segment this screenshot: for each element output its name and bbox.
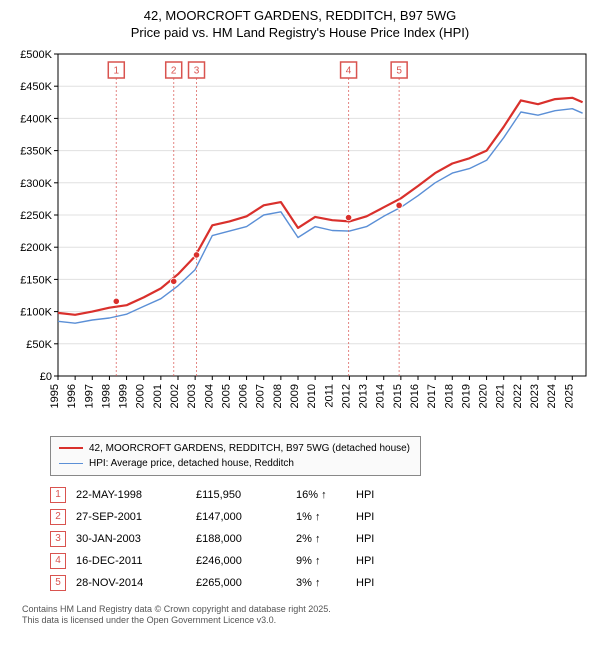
legend-item-1: 42, MOORCROFT GARDENS, REDDITCH, B97 5WG…: [59, 441, 410, 456]
svg-text:2014: 2014: [375, 384, 387, 408]
container: 42, MOORCROFT GARDENS, REDDITCH, B97 5WG…: [0, 0, 600, 637]
transaction-date: 22-MAY-1998: [76, 484, 196, 506]
up-arrow-icon: ↑: [315, 577, 321, 589]
transaction-pct: 9% ↑: [296, 550, 356, 572]
svg-text:1995: 1995: [49, 384, 61, 408]
transaction-row: 3 30-JAN-2003£188,0002% ↑HPI: [50, 528, 384, 550]
transactions-table: 122-MAY-1998£115,95016% ↑HPI227-SEP-2001…: [50, 484, 384, 594]
title-line-2: Price paid vs. HM Land Registry's House …: [131, 25, 469, 40]
svg-text:2008: 2008: [272, 384, 284, 408]
legend: 42, MOORCROFT GARDENS, REDDITCH, B97 5WG…: [50, 436, 421, 476]
svg-text:2025: 2025: [563, 384, 575, 408]
svg-text:£350K: £350K: [20, 145, 52, 157]
chart: £0 £50K £100K £150K £200K £250K £300K £350K £400…: [10, 48, 590, 428]
up-arrow-icon: ↑: [315, 511, 321, 523]
transaction-marker: 4: [50, 553, 66, 569]
title-line-1: 42, MOORCROFT GARDENS, REDDITCH, B97 5WG: [144, 8, 457, 23]
transaction-row: 1 22-MAY-1998£115,95016% ↑HPI: [50, 484, 384, 506]
legend-swatch-2: [59, 463, 83, 464]
svg-text:£500K: £500K: [20, 49, 52, 61]
transaction-date: 16-DEC-2011: [76, 550, 196, 572]
transaction-price: £147,000: [196, 506, 296, 528]
transaction-price: £246,000: [196, 550, 296, 572]
svg-text:1: 1: [114, 65, 120, 76]
transaction-vs: HPI: [356, 572, 384, 594]
svg-text:2015: 2015: [392, 384, 404, 408]
svg-text:1999: 1999: [118, 384, 130, 408]
svg-text:2005: 2005: [220, 384, 232, 408]
up-arrow-icon: ↑: [315, 555, 321, 567]
transaction-pct: 16% ↑: [296, 484, 356, 506]
svg-text:2004: 2004: [203, 384, 215, 408]
chart-title: 42, MOORCROFT GARDENS, REDDITCH, B97 5WG…: [10, 8, 590, 42]
transaction-pct: 1% ↑: [296, 506, 356, 528]
svg-text:4: 4: [346, 65, 352, 76]
svg-text:2009: 2009: [289, 384, 301, 408]
transaction-price: £115,950: [196, 484, 296, 506]
svg-text:2001: 2001: [152, 384, 164, 408]
transaction-vs: HPI: [356, 528, 384, 550]
chart-svg: £0 £50K £100K £150K £200K £250K £300K £350K £400…: [10, 48, 590, 428]
svg-text:2022: 2022: [512, 384, 524, 408]
svg-text:£450K: £450K: [20, 81, 52, 93]
transaction-date: 30-JAN-2003: [76, 528, 196, 550]
transaction-price: £265,000: [196, 572, 296, 594]
footer-line-1: Contains HM Land Registry data © Crown c…: [22, 604, 331, 614]
transaction-marker: 1: [50, 487, 66, 503]
svg-text:2017: 2017: [426, 384, 438, 408]
svg-text:1996: 1996: [66, 384, 78, 408]
svg-text:2019: 2019: [460, 384, 472, 408]
svg-text:2021: 2021: [495, 384, 507, 408]
transaction-marker: 5: [50, 575, 66, 591]
transaction-row: 2 27-SEP-2001£147,0001% ↑HPI: [50, 506, 384, 528]
legend-label-2: HPI: Average price, detached house, Redd…: [89, 456, 294, 471]
svg-text:2006: 2006: [238, 384, 250, 408]
svg-text:2023: 2023: [529, 384, 541, 408]
footer: Contains HM Land Registry data © Crown c…: [22, 604, 578, 627]
svg-text:£50K: £50K: [26, 339, 52, 351]
legend-swatch-1: [59, 447, 83, 449]
svg-text:2016: 2016: [409, 384, 421, 408]
transaction-row: 4 16-DEC-2011£246,0009% ↑HPI: [50, 550, 384, 572]
svg-text:£250K: £250K: [20, 210, 52, 222]
svg-text:£300K: £300K: [20, 178, 52, 190]
svg-text:2011: 2011: [323, 384, 335, 408]
svg-text:2024: 2024: [546, 384, 558, 408]
svg-text:2: 2: [171, 65, 177, 76]
svg-text:5: 5: [396, 65, 402, 76]
transaction-date: 27-SEP-2001: [76, 506, 196, 528]
transaction-marker: 2: [50, 509, 66, 525]
transaction-pct: 2% ↑: [296, 528, 356, 550]
svg-text:3: 3: [194, 65, 200, 76]
transaction-row: 5 28-NOV-2014£265,0003% ↑HPI: [50, 572, 384, 594]
svg-text:2007: 2007: [255, 384, 267, 408]
transaction-marker: 3: [50, 531, 66, 547]
svg-text:£400K: £400K: [20, 113, 52, 125]
svg-text:2018: 2018: [443, 384, 455, 408]
svg-text:£150K: £150K: [20, 274, 52, 286]
svg-text:2012: 2012: [340, 384, 352, 408]
svg-text:1998: 1998: [100, 384, 112, 408]
transaction-vs: HPI: [356, 506, 384, 528]
footer-line-2: This data is licensed under the Open Gov…: [22, 615, 276, 625]
svg-text:2013: 2013: [358, 384, 370, 408]
transaction-vs: HPI: [356, 484, 384, 506]
svg-text:2002: 2002: [169, 384, 181, 408]
transaction-vs: HPI: [356, 550, 384, 572]
transaction-price: £188,000: [196, 528, 296, 550]
svg-text:£0: £0: [40, 371, 52, 383]
svg-text:£200K: £200K: [20, 242, 52, 254]
svg-text:1997: 1997: [83, 384, 95, 408]
svg-text:2000: 2000: [135, 384, 147, 408]
transaction-pct: 3% ↑: [296, 572, 356, 594]
svg-text:2003: 2003: [186, 384, 198, 408]
legend-item-2: HPI: Average price, detached house, Redd…: [59, 456, 410, 471]
up-arrow-icon: ↑: [321, 489, 327, 501]
transaction-date: 28-NOV-2014: [76, 572, 196, 594]
svg-text:2020: 2020: [478, 384, 490, 408]
up-arrow-icon: ↑: [315, 533, 321, 545]
svg-text:£100K: £100K: [20, 306, 52, 318]
svg-text:2010: 2010: [306, 384, 318, 408]
legend-label-1: 42, MOORCROFT GARDENS, REDDITCH, B97 5WG…: [89, 441, 410, 456]
